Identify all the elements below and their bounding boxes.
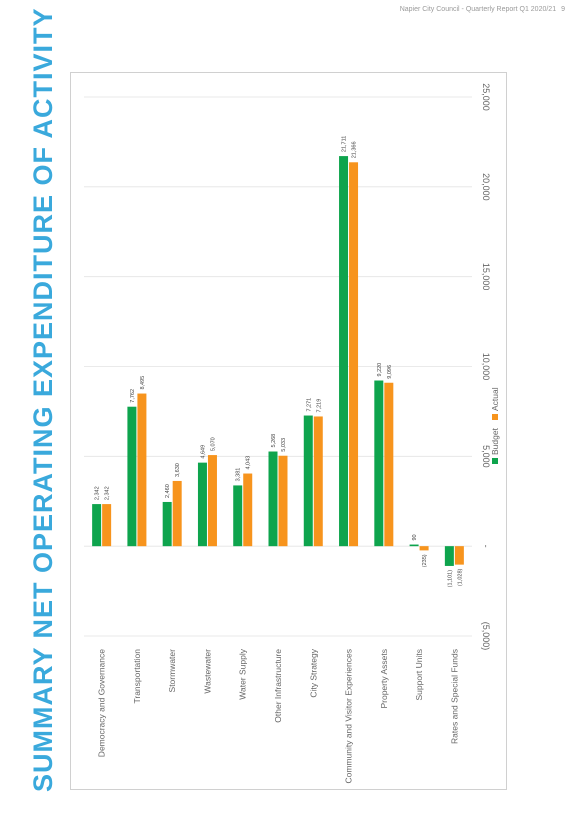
legend-label: Actual bbox=[490, 387, 500, 411]
legend-budget-swatch bbox=[492, 458, 498, 464]
data-label: 4,043 bbox=[246, 456, 252, 470]
category-label: City Strategy bbox=[308, 648, 318, 697]
budget-bar bbox=[409, 544, 419, 547]
data-label: 7,271 bbox=[306, 398, 312, 412]
page-header: Napier City Council - Quarterly Report Q… bbox=[400, 6, 565, 13]
budget-bar bbox=[444, 546, 454, 566]
actual-bar bbox=[313, 416, 323, 547]
budget-bar bbox=[339, 156, 349, 547]
legend-label: Budget bbox=[490, 427, 500, 455]
data-label: 3,381 bbox=[236, 468, 242, 482]
data-label: 2,460 bbox=[165, 484, 171, 498]
budget-bar bbox=[92, 504, 102, 547]
data-label: (235) bbox=[422, 554, 428, 567]
data-label: (1,028) bbox=[457, 568, 463, 586]
budget-bar bbox=[233, 485, 243, 547]
category-label: Stormwater bbox=[167, 649, 177, 693]
data-label: (1,101) bbox=[447, 570, 453, 588]
data-label: 4,649 bbox=[200, 445, 206, 459]
chart-frame bbox=[70, 72, 507, 790]
category-label: Wastewater bbox=[202, 649, 212, 694]
value-tick-label: 25,000 bbox=[481, 83, 491, 111]
budget-bar bbox=[127, 406, 137, 547]
budget-bar bbox=[374, 380, 384, 547]
category-label: Other Infrastructure bbox=[273, 649, 283, 723]
actual-bar bbox=[278, 455, 288, 547]
budget-bar bbox=[197, 462, 207, 547]
data-label: 2,342 bbox=[105, 486, 111, 500]
data-label: 9,096 bbox=[387, 365, 393, 379]
category-label: Rates and Special Funds bbox=[449, 649, 459, 744]
category-label: Community and Visitor Experiences bbox=[344, 649, 354, 784]
budget-bar bbox=[303, 415, 313, 547]
value-tick-label: 20,000 bbox=[481, 173, 491, 201]
data-label: 5,268 bbox=[271, 434, 277, 448]
data-label: 5,070 bbox=[210, 437, 216, 451]
category-label: Democracy and Governance bbox=[97, 649, 107, 757]
data-label: 3,630 bbox=[175, 463, 181, 477]
report-title: Napier City Council - Quarterly Report Q… bbox=[399, 6, 557, 13]
actual-bar bbox=[243, 473, 253, 547]
value-tick-label: - bbox=[481, 545, 491, 548]
legend-actual-swatch bbox=[492, 414, 498, 420]
actual-bar bbox=[207, 455, 217, 547]
data-label: 21,366 bbox=[352, 141, 358, 158]
legend: Budget Actual bbox=[490, 387, 500, 464]
actual-bar bbox=[454, 546, 464, 565]
data-label: 7,219 bbox=[316, 399, 322, 413]
actual-bar bbox=[137, 393, 147, 547]
value-tick-label: 15,000 bbox=[481, 263, 491, 291]
value-tick-label: 5,000 bbox=[481, 445, 491, 468]
value-tick-label: (5,000) bbox=[481, 622, 491, 651]
actual-bar bbox=[349, 162, 359, 547]
actual-bar bbox=[102, 504, 112, 547]
data-label: 2,342 bbox=[95, 486, 101, 500]
actual-bar bbox=[384, 382, 394, 547]
data-label: 8,495 bbox=[140, 376, 146, 390]
category-label: Transportation bbox=[132, 649, 142, 704]
data-label: 7,762 bbox=[130, 389, 136, 403]
category-label: Property Assets bbox=[379, 649, 389, 709]
data-label: 5,033 bbox=[281, 438, 287, 452]
data-label: 21,711 bbox=[342, 136, 348, 152]
budget-bar bbox=[162, 501, 172, 547]
category-label: Water Supply bbox=[238, 648, 248, 699]
page-title: SUMMARY NET OPERATING EXPENDITURE OF ACT… bbox=[28, 7, 58, 792]
category-label: Support Units bbox=[414, 649, 424, 701]
data-label: 9,220 bbox=[377, 363, 383, 377]
data-label: 90 bbox=[412, 534, 418, 540]
actual-bar bbox=[172, 480, 182, 547]
page-number: 9 bbox=[561, 6, 565, 13]
expenditure-chart: (5,000) - 5,000 10,000 15,000 20,000 25,000 2,3… bbox=[84, 83, 500, 784]
budget-bar bbox=[268, 451, 278, 547]
value-tick-label: 10,000 bbox=[481, 353, 491, 381]
actual-bar bbox=[419, 546, 429, 551]
